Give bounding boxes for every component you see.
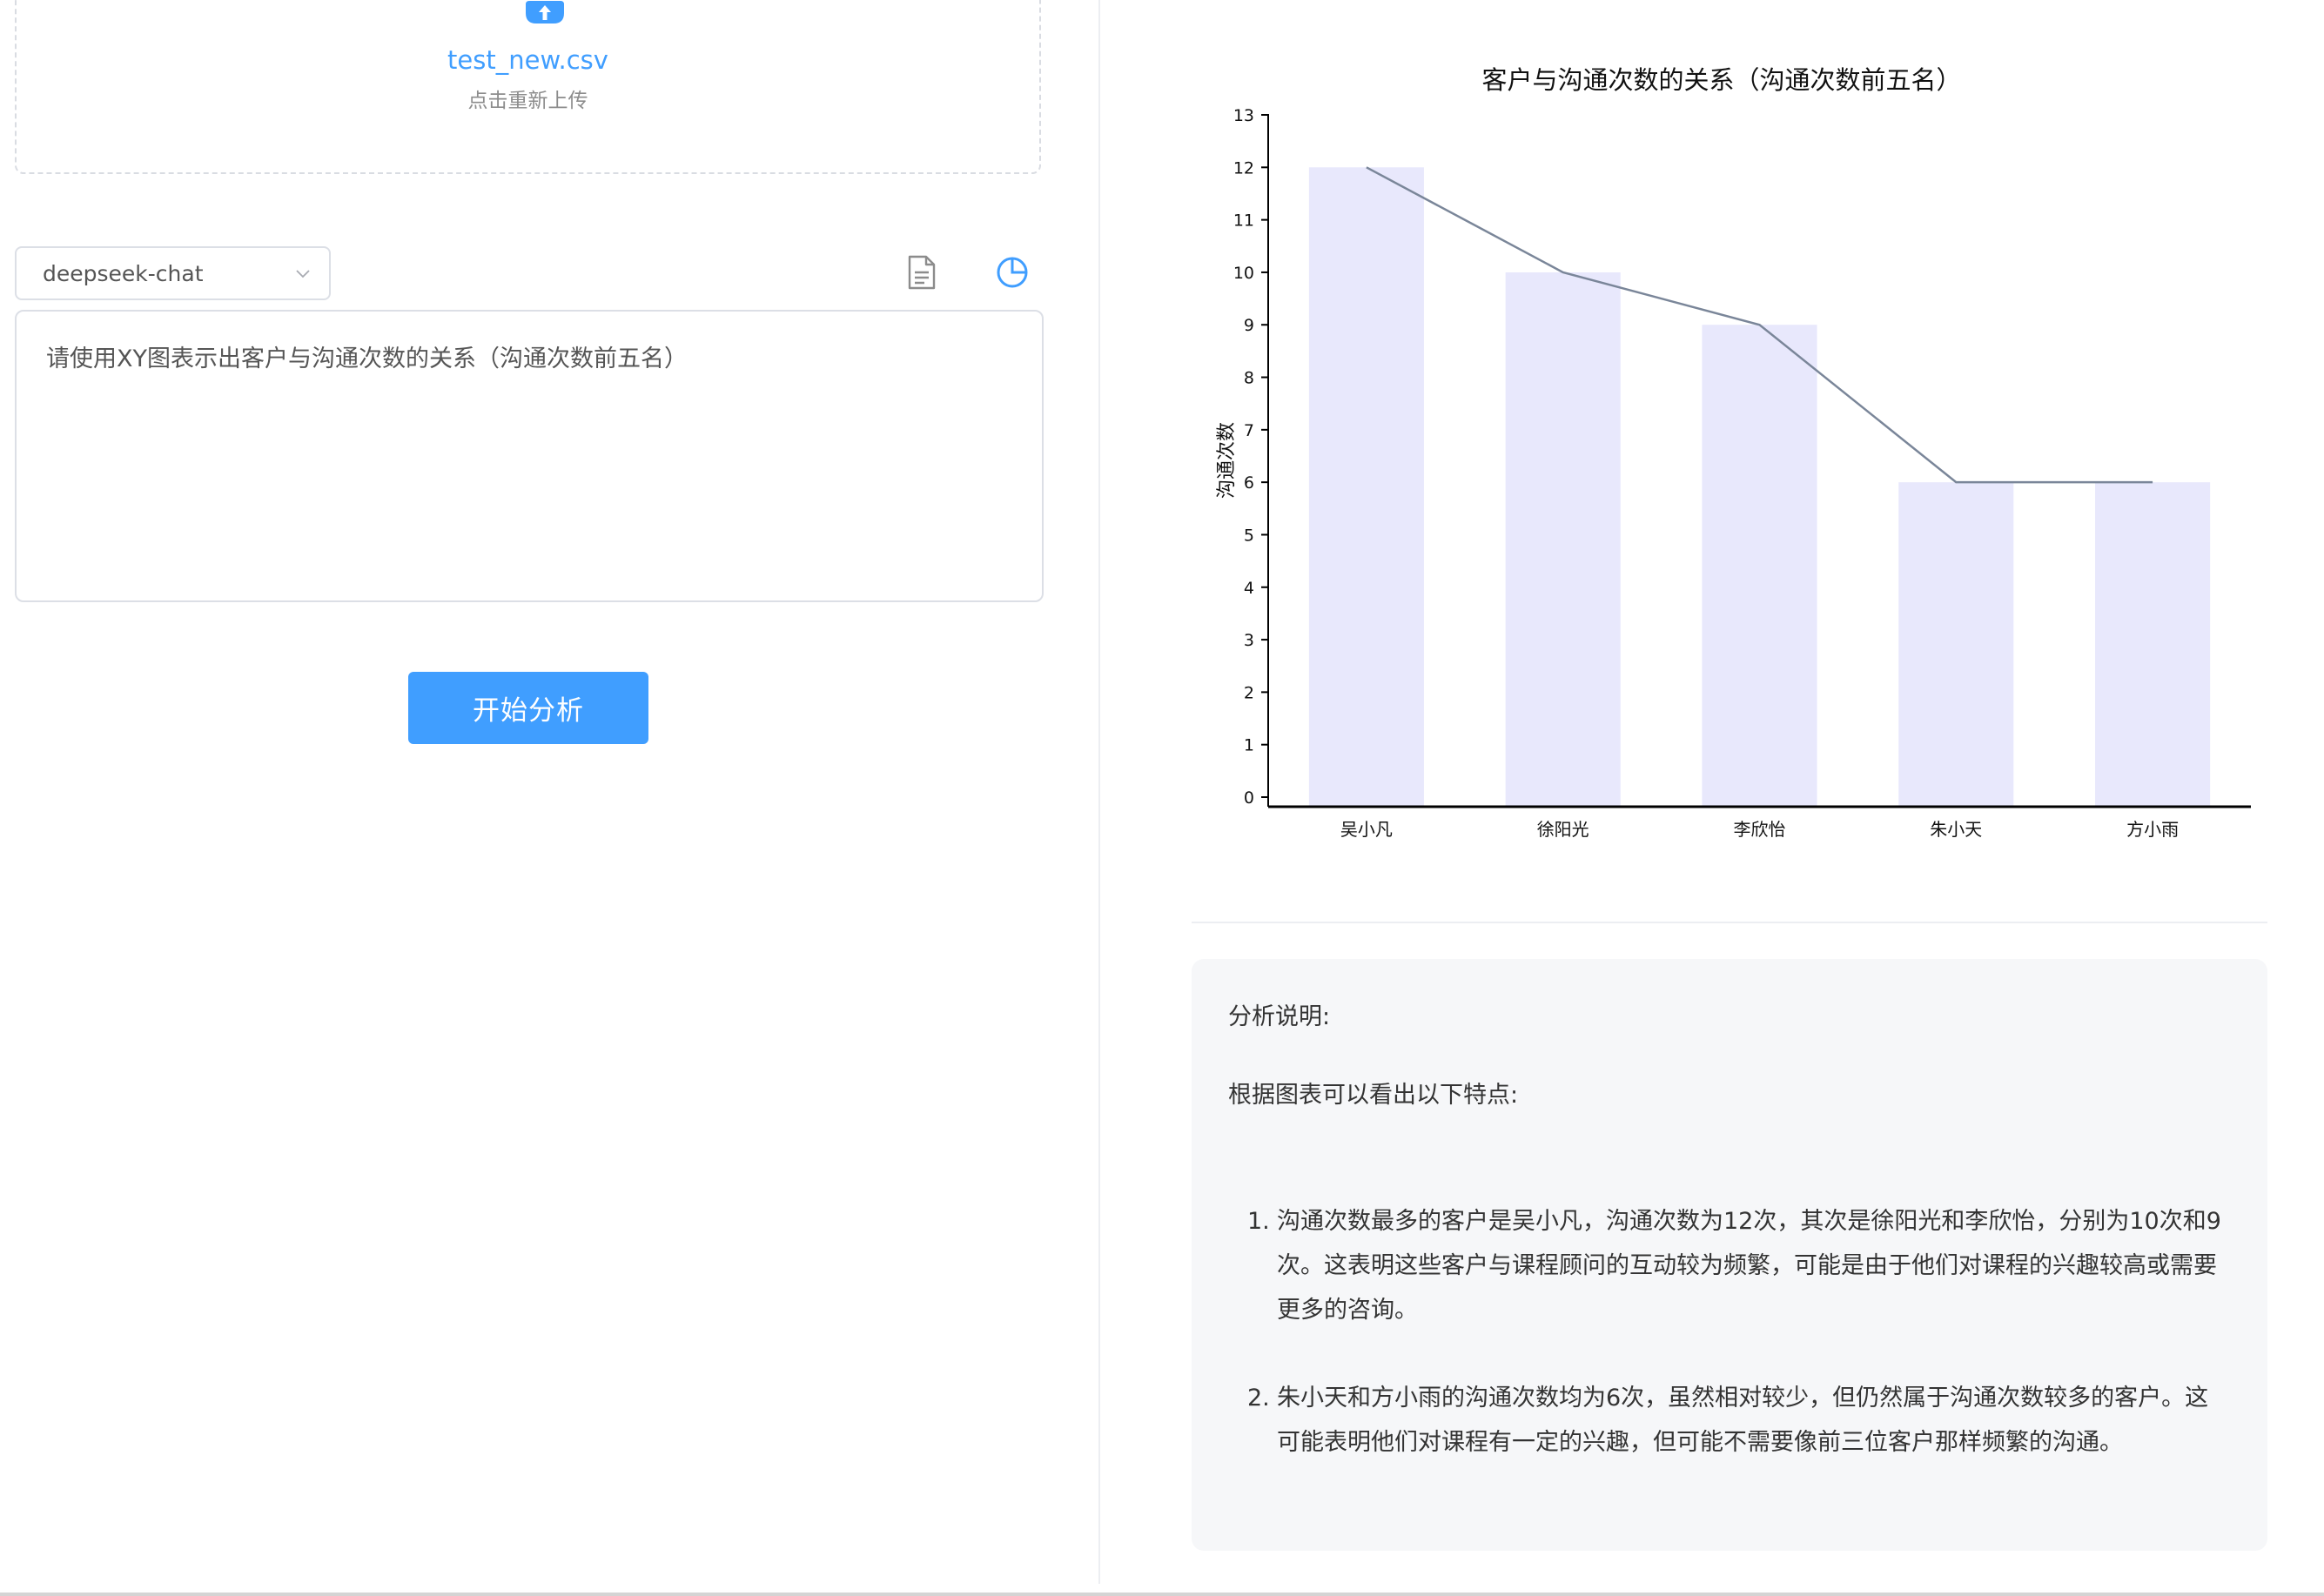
chart-y-tick-label: 8 — [1244, 369, 1254, 388]
chart-line-series — [1366, 166, 2153, 484]
analysis-point-number: 2. — [1247, 1384, 1270, 1412]
window-bottom-border — [0, 1593, 2324, 1596]
chart-y-tick-label: 6 — [1244, 473, 1254, 493]
analysis-heading: 分析说明: — [1228, 1003, 1331, 1030]
reupload-hint[interactable]: 点击重新上传 — [467, 90, 588, 112]
analysis-point-text: 沟通次数最多的客户是吴小凡，沟通次数为12次，其次是徐阳光和李欣怡，分别为10次… — [1277, 1207, 2221, 1324]
chart-y-tick-label: 9 — [1244, 316, 1254, 335]
chart-y-tick-label: 4 — [1244, 579, 1254, 598]
chart-y-tick-label: 7 — [1244, 421, 1254, 440]
chart-y-tick-label: 5 — [1244, 526, 1254, 545]
uploaded-file-name[interactable]: test_new.csv — [447, 45, 608, 75]
section-divider — [1192, 922, 2267, 923]
bar-line-chart: 客户与沟通次数的关系（沟通次数前五名） 沟通次数 012345678910111… — [1216, 65, 2251, 840]
chart-y-tick-label: 10 — [1233, 264, 1254, 283]
chart-y-tick-label: 12 — [1233, 158, 1254, 178]
pie-chart-icon[interactable] — [995, 254, 1030, 289]
chevron-down-icon — [296, 270, 310, 278]
analysis-list: 1. 沟通次数最多的客户是吴小凡，沟通次数为12次，其次是徐阳光和李欣怡，分别为… — [1228, 1199, 2231, 1465]
chart-y-axis-label: 沟通次数 — [1216, 422, 1238, 499]
chart-x-tick-label: 徐阳光 — [1537, 819, 1589, 840]
analysis-point: 2. 朱小天和方小雨的沟通次数均为6次，虽然相对较少，但仍然属于沟通次数较多的客… — [1247, 1376, 2231, 1465]
analysis-intro: 根据图表可以看出以下特点: — [1228, 1081, 1519, 1109]
analysis-point-text: 朱小天和方小雨的沟通次数均为6次，虽然相对较少，但仍然属于沟通次数较多的客户。这… — [1277, 1384, 2209, 1456]
left-panel: test_new.csv 点击重新上传 deepseek-chat 请使用XY图… — [0, 0, 1098, 1596]
chart-y-tick-label: 1 — [1244, 736, 1254, 755]
chart-bar — [2095, 482, 2211, 807]
chart-x-tick-label: 吴小凡 — [1340, 819, 1393, 840]
prompt-textarea[interactable]: 请使用XY图表示出客户与沟通次数的关系（沟通次数前五名） — [15, 310, 1044, 602]
cloud-upload-icon — [526, 1, 564, 23]
chart-x-tick-label: 方小雨 — [2126, 819, 2179, 840]
model-select-value: deepseek-chat — [43, 261, 204, 286]
analysis-point: 1. 沟通次数最多的客户是吴小凡，沟通次数为12次，其次是徐阳光和李欣怡，分别为… — [1247, 1199, 2231, 1332]
start-analysis-button[interactable]: 开始分析 — [408, 672, 648, 744]
chart-y-tick-label: 13 — [1233, 106, 1254, 125]
chart-y-tick-label: 3 — [1244, 631, 1254, 650]
chart-bar — [1702, 325, 1817, 807]
chart-bar — [1308, 167, 1424, 808]
chart-title: 客户与沟通次数的关系（沟通次数前五名） — [1481, 65, 1961, 95]
chart-bar — [1505, 272, 1621, 807]
analysis-panel: 分析说明: 根据图表可以看出以下特点: 1. 沟通次数最多的客户是吴小凡，沟通次… — [1192, 959, 2267, 1551]
file-upload-area[interactable]: test_new.csv 点击重新上传 — [15, 0, 1041, 174]
chart-y-tick-label: 2 — [1244, 683, 1254, 702]
chart-x-tick-label: 李欣怡 — [1734, 819, 1786, 840]
model-select[interactable]: deepseek-chat — [15, 246, 331, 300]
analysis-point-number: 1. — [1247, 1207, 1270, 1235]
chart-bar — [1898, 482, 2014, 807]
chart-x-tick-label: 朱小天 — [1930, 819, 1982, 840]
chart-y-tick-label: 0 — [1244, 788, 1254, 808]
panel-divider — [1098, 0, 1100, 1584]
chart-y-tick-label: 11 — [1233, 211, 1254, 231]
document-icon[interactable] — [906, 255, 937, 290]
